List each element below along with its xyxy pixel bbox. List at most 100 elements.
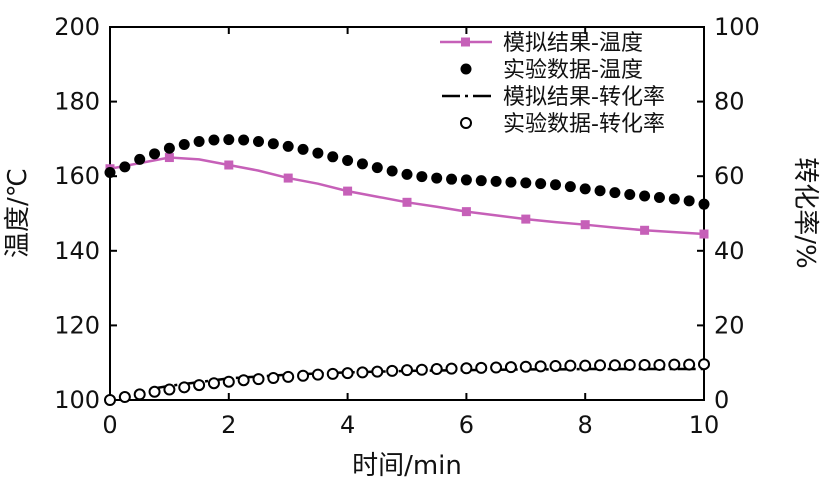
y2-tick-label: 100 xyxy=(714,13,760,41)
data-point xyxy=(193,136,205,148)
data-point xyxy=(640,225,650,235)
data-point xyxy=(148,385,161,398)
data-point xyxy=(356,366,369,379)
data-point xyxy=(133,388,146,401)
data-point xyxy=(149,148,161,160)
x-tick-label: 0 xyxy=(102,411,117,439)
data-point xyxy=(386,364,399,377)
data-point xyxy=(430,363,443,376)
data-point xyxy=(371,162,383,174)
y2-tick-label: 40 xyxy=(714,237,745,265)
data-point xyxy=(356,158,368,170)
data-point xyxy=(549,360,562,373)
data-point xyxy=(252,373,265,386)
data-point xyxy=(520,177,532,189)
x-tick-label: 4 xyxy=(340,411,355,439)
data-point xyxy=(639,190,651,202)
data-point xyxy=(311,368,324,381)
data-point xyxy=(594,359,607,372)
data-point xyxy=(475,361,488,374)
data-point xyxy=(237,374,250,387)
data-point xyxy=(224,160,234,170)
data-point xyxy=(297,369,310,382)
data-point xyxy=(342,155,354,167)
data-point xyxy=(134,153,146,165)
data-point xyxy=(371,365,384,378)
data-point xyxy=(521,214,531,224)
data-point xyxy=(594,185,606,197)
data-point xyxy=(208,134,220,146)
data-point xyxy=(504,361,517,374)
legend-marker xyxy=(460,117,472,129)
data-point xyxy=(638,358,651,371)
data-point xyxy=(193,379,206,392)
legend-label: 实验数据-温度 xyxy=(503,58,643,83)
data-point xyxy=(698,198,710,210)
x-tick-label: 2 xyxy=(221,411,236,439)
data-point xyxy=(535,178,547,190)
data-point xyxy=(475,175,487,187)
legend-label: 模拟结果-转化率 xyxy=(503,85,665,110)
data-point xyxy=(579,359,592,372)
y2-tick-label: 0 xyxy=(714,386,729,414)
data-point xyxy=(415,363,428,376)
data-point xyxy=(267,138,279,150)
data-point xyxy=(490,361,503,374)
x-tick-label: 10 xyxy=(689,411,720,439)
series-line xyxy=(151,367,704,391)
y-tick-label: 140 xyxy=(54,237,100,265)
y-tick-label: 100 xyxy=(54,386,100,414)
data-point xyxy=(668,358,681,371)
y-tick-label: 200 xyxy=(54,13,100,41)
data-point xyxy=(668,193,680,205)
data-point xyxy=(580,220,590,230)
data-point xyxy=(490,175,502,187)
y-tick-label: 160 xyxy=(54,162,100,190)
x-axis-ticks: 0 2 4 6 8 10 xyxy=(102,27,719,439)
plot-frame xyxy=(109,26,705,401)
data-point xyxy=(401,168,413,180)
data-point xyxy=(327,151,339,163)
series-4 xyxy=(104,358,710,406)
data-point xyxy=(564,181,576,193)
data-point xyxy=(253,136,264,148)
y2-tick-label: 60 xyxy=(714,162,745,190)
data-point xyxy=(445,362,458,375)
legend-label: 模拟结果-温度 xyxy=(503,31,643,56)
data-point xyxy=(326,367,339,380)
y2-tick-label: 20 xyxy=(714,311,745,339)
series-3 xyxy=(151,367,704,391)
data-point xyxy=(163,142,175,154)
data-point xyxy=(282,140,294,152)
y2-axis-label: 转化率/% xyxy=(790,157,820,268)
x-axis-label: 时间/min xyxy=(352,451,462,481)
y-axis-right-ticks: 0 20 40 60 80 100 xyxy=(697,13,760,414)
data-point xyxy=(446,173,458,185)
legend-label: 实验数据-转化率 xyxy=(503,112,665,137)
data-point xyxy=(653,191,665,203)
data-point xyxy=(623,358,636,371)
y-tick-label: 120 xyxy=(54,311,100,339)
data-point xyxy=(297,143,309,155)
data-point xyxy=(238,134,250,146)
data-point xyxy=(341,367,354,380)
x-tick-label: 6 xyxy=(459,411,474,439)
data-point xyxy=(624,188,636,200)
data-point xyxy=(505,176,517,188)
data-point xyxy=(163,383,176,396)
data-point xyxy=(343,186,353,196)
legend-item: 模拟结果-温度 xyxy=(440,31,643,56)
data-point xyxy=(401,364,413,377)
data-point xyxy=(312,147,324,159)
data-point xyxy=(119,161,131,173)
series-layer xyxy=(104,134,710,406)
data-point xyxy=(104,394,116,406)
data-point xyxy=(461,207,471,217)
data-point xyxy=(579,183,591,195)
data-point xyxy=(699,229,709,239)
data-point xyxy=(460,174,472,186)
data-point xyxy=(402,197,412,207)
legend-marker xyxy=(461,37,470,47)
legend-marker xyxy=(460,63,472,75)
y-tick-label: 180 xyxy=(54,88,100,116)
